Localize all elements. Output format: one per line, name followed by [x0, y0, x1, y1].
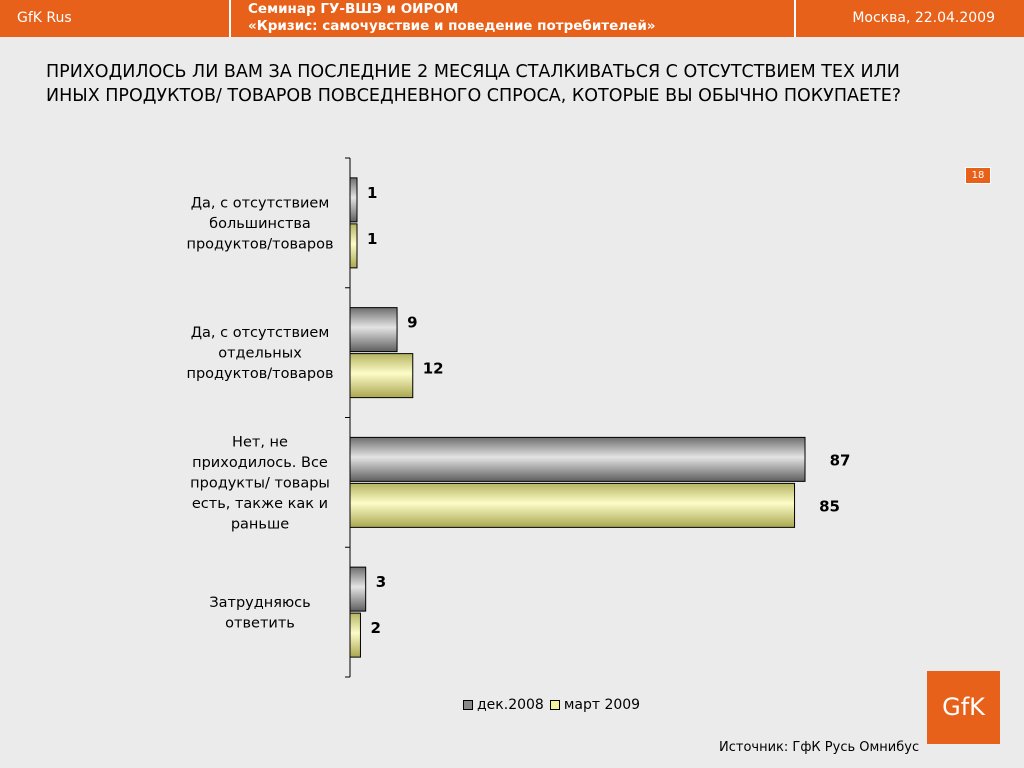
data-label: 12	[423, 360, 444, 378]
category-label: Нет, не приходилось. Все продукты/ товары е…	[190, 434, 330, 532]
header-bar: GfK Rus Семинар ГУ-ВШЭ и ОИРОМ «Кризис: …	[0, 0, 1024, 37]
chart-legend: дек.2008 март 2009	[463, 697, 646, 713]
seminar-line-2: «Кризис: самочувствие и поведение потреб…	[248, 18, 656, 34]
bar-series-2	[349, 482, 796, 528]
bar-series-1	[349, 566, 367, 612]
legend-label: март 2009	[563, 697, 641, 713]
brand-label: GfK Rus	[17, 10, 72, 26]
header-divider	[794, 0, 796, 37]
data-label: 9	[407, 314, 417, 332]
data-label: 2	[370, 619, 380, 637]
question-line-1: ПРИХОДИЛОСЬ ЛИ ВАМ ЗА ПОСЛЕДНИЕ 2 МЕСЯЦА…	[46, 62, 900, 82]
bar-series-1	[349, 436, 806, 482]
bar-series-1	[349, 177, 358, 223]
data-label: 1	[367, 230, 377, 248]
question-title: ПРИХОДИЛОСЬ ЛИ ВАМ ЗА ПОСЛЕДНИЕ 2 МЕСЯЦА…	[46, 60, 966, 108]
seminar-title: Семинар ГУ-ВШЭ и ОИРОМ «Кризис: самочувс…	[248, 1, 656, 35]
bar-series-2	[349, 353, 414, 399]
page-number-badge: 18	[965, 167, 991, 184]
category-label: Да, с отсутствием большинства продуктов/то…	[186, 195, 333, 252]
category-label: Да, с отсутствием отдельных продуктов/това…	[186, 325, 333, 382]
bar-series-1	[349, 307, 398, 353]
legend-swatch-yellow	[549, 700, 560, 710]
header-divider	[229, 0, 231, 37]
data-label: 87	[830, 451, 851, 469]
data-label: 1	[367, 184, 377, 202]
date-label: Москва, 22.04.2009	[852, 10, 995, 26]
legend-label: дек.2008	[477, 697, 544, 713]
gfk-logo: GfK	[927, 671, 1000, 744]
legend-swatch-gray	[463, 700, 473, 710]
legend-item-dec2008: дек.2008	[463, 697, 544, 713]
category-label: Затрудняюсь ответить	[209, 595, 310, 632]
source-note: Источник: ГфК Русь Омнибус	[719, 740, 920, 755]
data-label: 85	[819, 497, 840, 515]
legend-item-mar2009: март 2009	[549, 697, 641, 713]
bar-series-2	[349, 223, 358, 269]
bar-series-2	[349, 612, 361, 658]
data-label: 3	[376, 573, 386, 591]
seminar-line-1: Семинар ГУ-ВШЭ и ОИРОМ	[248, 1, 459, 17]
question-line-2: ИНЫХ ПРОДУКТОВ/ ТОВАРОВ ПОВСЕДНЕВНОГО СП…	[46, 86, 902, 106]
